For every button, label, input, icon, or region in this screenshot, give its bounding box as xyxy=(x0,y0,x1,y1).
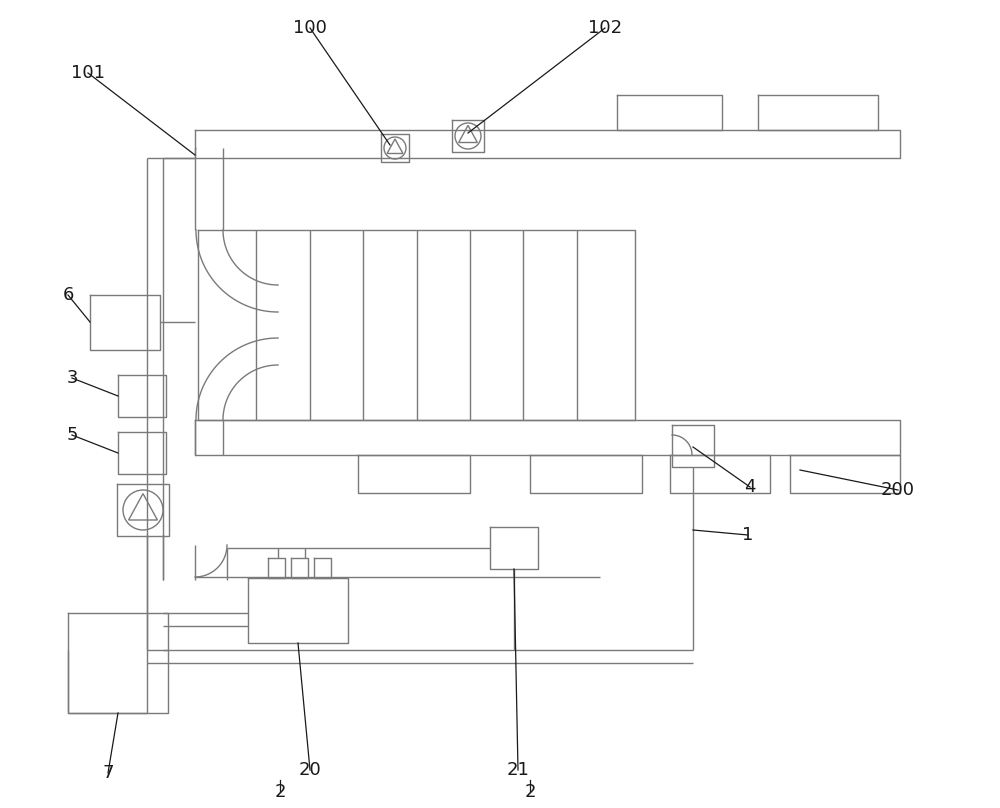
Text: 6: 6 xyxy=(62,286,74,304)
Text: 20: 20 xyxy=(299,761,321,779)
Text: 101: 101 xyxy=(71,64,105,82)
Text: 2: 2 xyxy=(524,783,536,801)
Text: 4: 4 xyxy=(744,478,756,496)
Text: 7: 7 xyxy=(102,764,114,782)
Text: 5: 5 xyxy=(66,426,78,444)
Text: 100: 100 xyxy=(293,19,327,37)
Text: 1: 1 xyxy=(742,526,754,544)
Text: 200: 200 xyxy=(881,481,915,499)
Text: 2: 2 xyxy=(274,783,286,801)
Text: 102: 102 xyxy=(588,19,622,37)
Text: 3: 3 xyxy=(66,369,78,387)
Text: 21: 21 xyxy=(507,761,529,779)
